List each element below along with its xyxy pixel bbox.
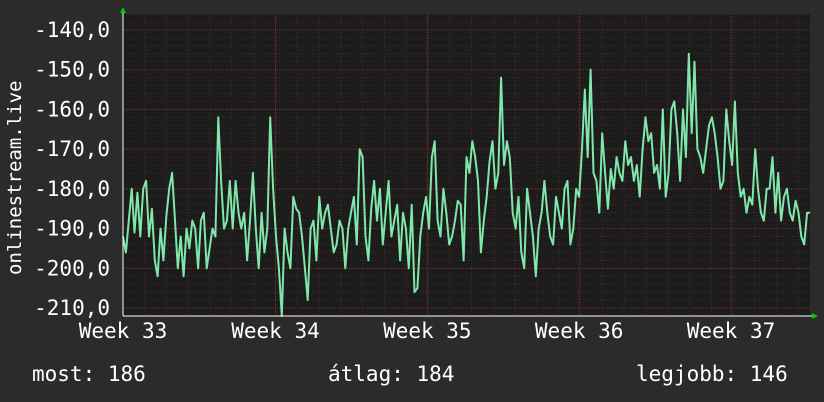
y-tick-label: -170,0 [34,137,110,161]
x-tick-label: Week 34 [231,319,320,343]
x-axis-arrow [812,313,818,319]
y-tick-label: -140,0 [34,18,110,42]
series-layer [122,52,810,317]
y-axis-arrow [120,7,126,13]
axes [120,7,818,319]
series-line [122,52,810,317]
x-tick-label: Week 36 [535,319,624,343]
y-tick-label: -190,0 [34,217,110,241]
x-tick-label: Week 37 [687,319,776,343]
stat-average: átlag: 184 [328,362,455,386]
stat-current: most: 186 [32,362,146,386]
y-tick-label: -210,0 [34,296,110,320]
x-tick-label: Week 35 [383,319,472,343]
y-tick-label: -150,0 [34,58,110,82]
y-tick-label: -180,0 [34,177,110,201]
y-tick-label: -200,0 [34,256,110,280]
y-tick-labels: -140,0 -150,0 -160,0 -170,0 -180,0 -190,0 -200… [34,18,110,320]
x-tick-labels: Week 33 Week 34 Week 35 Week 36 Week 37 [79,319,776,343]
y-tick-label: -160,0 [34,97,110,121]
stat-best: legjobb: 146 [636,362,788,386]
x-tick-label: Week 33 [79,319,168,343]
y-axis-label: onlinestream.live [4,80,26,275]
